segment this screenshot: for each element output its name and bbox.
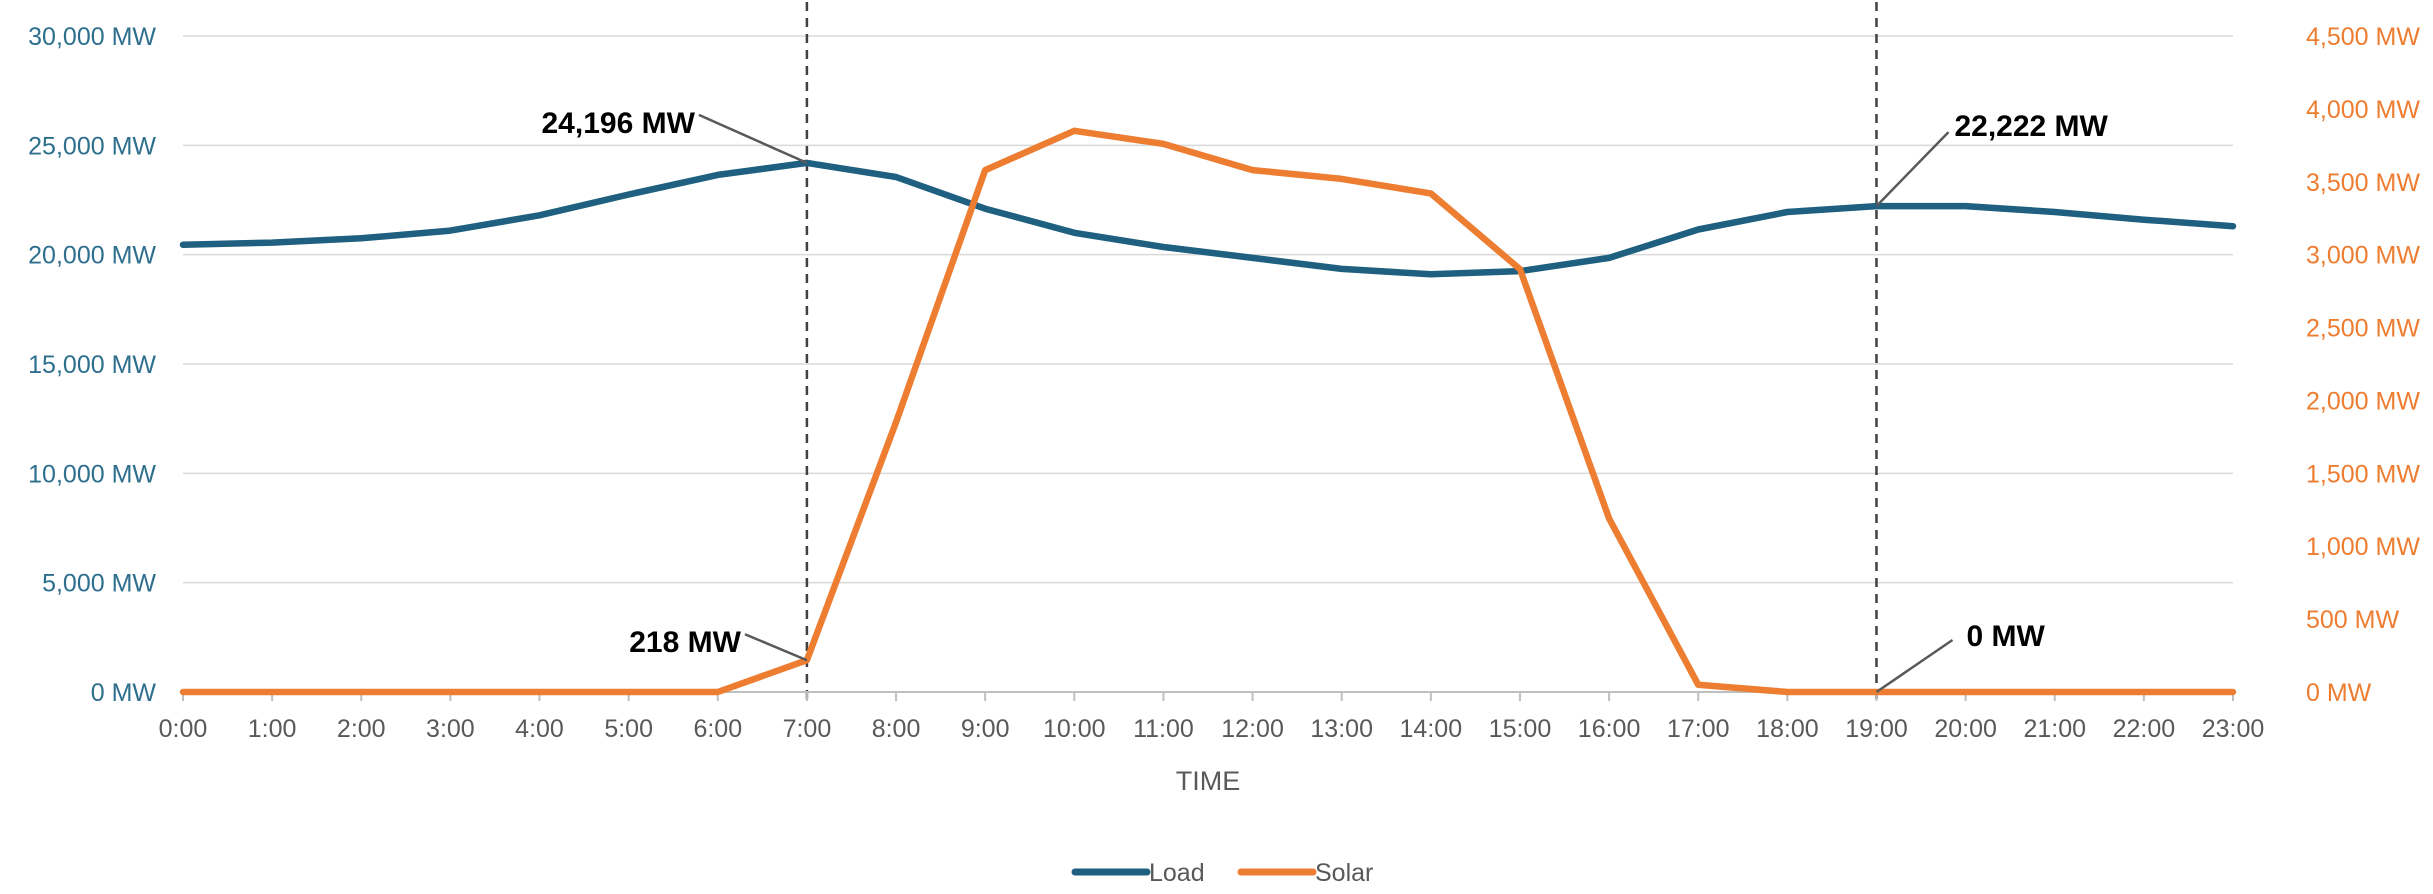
x-tick-label: 18:00: [1756, 715, 1819, 743]
annotations: 24,196 MW 218 MW 22,222 MW 0 MW: [542, 107, 2109, 694]
x-tick-label: 7:00: [783, 715, 832, 743]
legend: Load Solar: [1071, 859, 1373, 887]
x-tick-label: 5:00: [604, 715, 653, 743]
callout-leader-line: [1875, 638, 1954, 694]
x-tick-label: 10:00: [1043, 715, 1106, 743]
y-left-tick-label: 15,000 MW: [28, 351, 156, 379]
x-tick-label: 4:00: [515, 715, 564, 743]
x-tick-label: 8:00: [872, 715, 921, 743]
series-line-solar: [179, 127, 2237, 696]
y-right-tick-label: 2,500 MW: [2306, 315, 2420, 343]
x-tick-label: 15:00: [1489, 715, 1552, 743]
gridlines: [183, 35, 2233, 693]
y-right-tick-label: 3,500 MW: [2306, 169, 2420, 197]
x-tick-label: 9:00: [961, 715, 1010, 743]
x-tick-label: 2:00: [337, 715, 386, 743]
series: [179, 127, 2237, 696]
right-axis: 0 MW 500 MW 1,000 MW 1,500 MW 2,000 MW 2,500 …: [2306, 23, 2420, 707]
legend-label: Load: [1149, 859, 1205, 887]
y-right-tick-label: 4,000 MW: [2306, 96, 2420, 124]
y-left-tick-label: 5,000 MW: [42, 570, 156, 598]
x-tick-label: 16:00: [1578, 715, 1641, 743]
callout-label: 24,196 MW: [542, 107, 696, 140]
left-axis: 0 MW 5,000 MW 10,000 MW 15,000 MW 20,000 MW 2…: [28, 23, 156, 707]
x-tick-label: 14:00: [1400, 715, 1463, 743]
callout-label: 0 MW: [1966, 620, 2045, 653]
x-tick-label: 3:00: [426, 715, 475, 743]
series-line-load: [179, 159, 2237, 278]
legend-label: Solar: [1315, 859, 1373, 887]
y-right-tick-label: 1,500 MW: [2306, 460, 2420, 488]
y-left-tick-label: 20,000 MW: [28, 242, 156, 270]
x-tick-label: 19:00: [1845, 715, 1908, 743]
callout-label: 22,222 MW: [1954, 110, 2108, 143]
x-axis-title: TIME: [1176, 766, 1241, 796]
callout-leader-line: [1875, 131, 1950, 207]
y-left-tick-label: 30,000 MW: [28, 23, 156, 51]
x-tick-label: 0:00: [159, 715, 208, 743]
x-tick-label: 20:00: [1934, 715, 1997, 743]
vertical-markers: [805, 2, 1878, 706]
y-right-tick-label: 3,000 MW: [2306, 242, 2420, 270]
y-left-tick-label: 25,000 MW: [28, 132, 156, 160]
y-right-tick-label: 1,000 MW: [2306, 533, 2420, 561]
callout-leader-line: [698, 113, 808, 165]
x-tick-label: 12:00: [1221, 715, 1284, 743]
callout-leader-line: [744, 633, 808, 662]
x-tick-label: 1:00: [248, 715, 297, 743]
x-tick-label: 21:00: [2023, 715, 2086, 743]
y-right-tick-label: 0 MW: [2306, 679, 2372, 707]
x-axis: 0:00 1:00 2:00 3:00 4:00 5:00 6:00 7:00 8:00 9:00…: [159, 691, 2265, 743]
x-tick-label: 6:00: [693, 715, 742, 743]
x-tick-label: 22:00: [2113, 715, 2176, 743]
y-right-tick-label: 4,500 MW: [2306, 23, 2420, 51]
y-left-tick-label: 0 MW: [91, 679, 157, 707]
x-tick-label: 17:00: [1667, 715, 1730, 743]
y-right-tick-label: 500 MW: [2306, 606, 2399, 634]
callout-label: 218 MW: [629, 626, 741, 659]
x-tick-label: 11:00: [1133, 715, 1194, 743]
y-left-tick-label: 10,000 MW: [28, 460, 156, 488]
y-right-tick-label: 2,000 MW: [2306, 387, 2420, 415]
x-tick-label: 23:00: [2202, 715, 2265, 743]
x-tick-label: 13:00: [1310, 715, 1373, 743]
